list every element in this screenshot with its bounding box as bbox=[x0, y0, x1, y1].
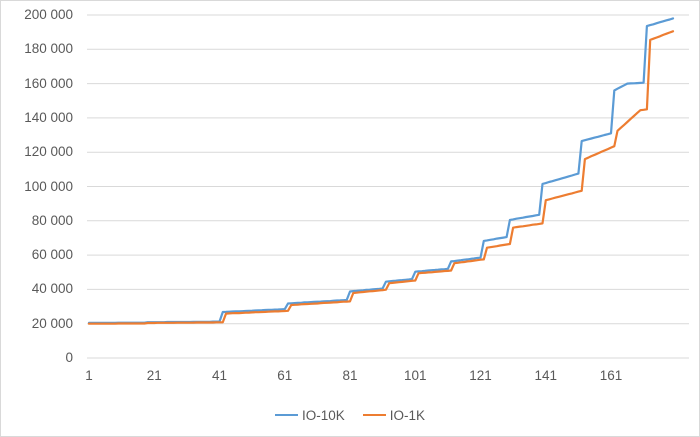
y-tick-label: 0 bbox=[65, 350, 73, 365]
y-tick-label: 60 000 bbox=[31, 247, 73, 263]
x-tick-label: 161 bbox=[599, 368, 623, 383]
y-tick-label: 40 000 bbox=[31, 281, 73, 297]
y-tick-label: 120 000 bbox=[24, 144, 73, 160]
x-tick-label: 1 bbox=[85, 368, 93, 383]
y-tick-label: 180 000 bbox=[24, 41, 73, 57]
legend-label-io-1k: IO-1K bbox=[389, 407, 426, 423]
legend-line-swatch-io-10k bbox=[274, 413, 298, 417]
x-tick-label: 61 bbox=[277, 368, 293, 383]
y-tick-label: 80 000 bbox=[31, 212, 73, 228]
x-tick-label: 81 bbox=[342, 368, 358, 383]
x-tick-label: 101 bbox=[403, 368, 427, 383]
y-tick-label: 140 000 bbox=[24, 109, 73, 125]
legend: IO-10K IO-1K bbox=[1, 404, 699, 426]
legend-line-swatch-io-1k bbox=[362, 413, 386, 417]
y-tick-label: 160 000 bbox=[24, 75, 73, 91]
x-tick-label: 141 bbox=[534, 368, 558, 383]
y-tick-label: 20 000 bbox=[31, 315, 73, 331]
y-tick-label: 100 000 bbox=[24, 178, 73, 194]
x-tick-label: 41 bbox=[211, 368, 228, 383]
legend-label-io-10k: IO-10K bbox=[301, 407, 345, 423]
series-line-io-1k bbox=[87, 30, 675, 325]
x-tick-label: 21 bbox=[146, 368, 162, 383]
series-line-io-10k bbox=[87, 17, 675, 324]
legend-item-io-10k: IO-10K bbox=[274, 407, 345, 423]
legend-item-io-1k: IO-1K bbox=[362, 407, 426, 423]
x-tick-label: 121 bbox=[469, 368, 492, 383]
y-tick-label: 200 000 bbox=[24, 7, 73, 22]
